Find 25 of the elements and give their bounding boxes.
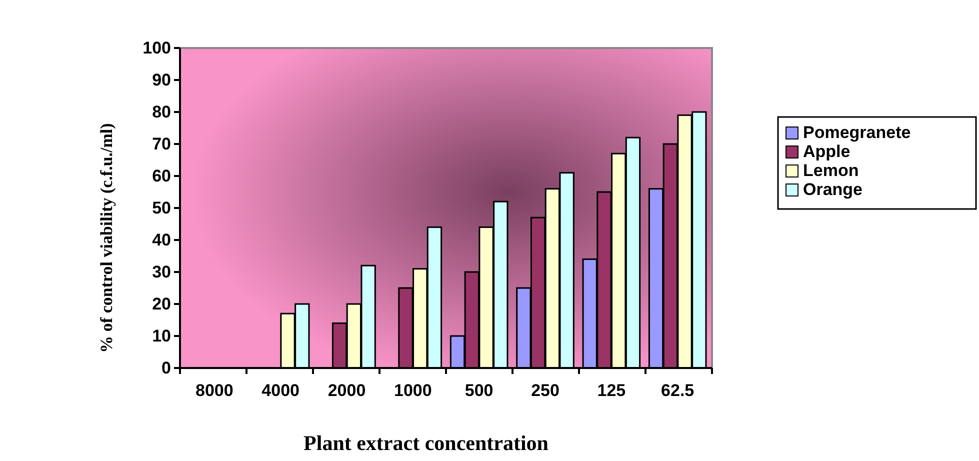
x-tick-label: 8000 [195,381,234,400]
y-tick-label: 40 [152,230,171,250]
y-tick-label: 30 [152,262,171,282]
x-tick-label: 500 [464,381,494,400]
y-tick-label: 20 [152,294,171,314]
x-tick-label: 125 [597,381,626,400]
y-tick-label: 10 [152,326,171,346]
y-tick-label: 50 [152,198,171,218]
x-tick-label: 4000 [262,381,300,400]
y-tick-label: 90 [152,70,171,90]
legend-label: Lemon [803,161,859,180]
y-tick-label: 0 [162,358,171,378]
x-tick-label: 62.5 [661,381,694,400]
y-tick-label: 100 [142,38,171,58]
x-tick-label: 2000 [328,381,366,400]
y-axis-title: % of control viability (c.f.u./ml) [97,123,116,353]
x-axis-title: Plant extract concentration [304,431,549,455]
x-tick-label: 1000 [394,381,432,400]
legend-label: Orange [803,180,863,199]
y-tick-label: 70 [152,134,171,154]
x-tick-label: 250 [531,381,560,400]
legend-label: Pomegranete [803,123,911,142]
y-tick-label: 80 [152,102,171,122]
y-tick-label: 60 [152,166,171,186]
legend-label: Apple [803,142,850,161]
